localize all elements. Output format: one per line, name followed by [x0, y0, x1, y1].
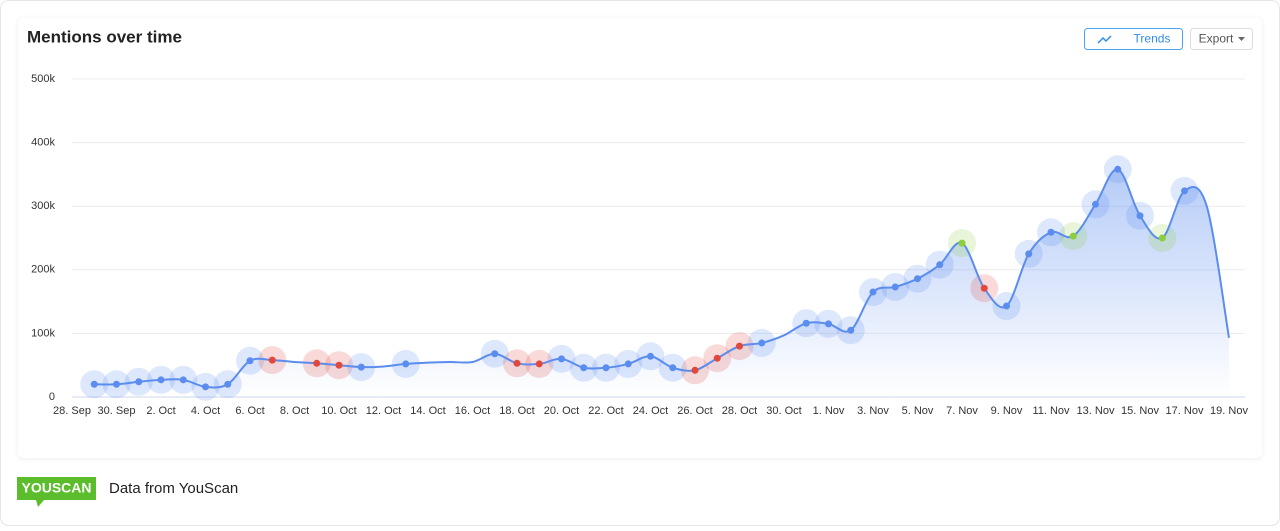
x-tick-label: 6. Oct [235, 405, 264, 417]
x-tick-label: 12. Oct [366, 405, 401, 417]
point [1181, 187, 1188, 195]
point [1092, 200, 1099, 208]
export-button-box[interactable] [1190, 28, 1253, 50]
point [513, 359, 521, 367]
x-tick-label: 10. Oct [321, 405, 356, 417]
x-tick-label: 7. Nov [946, 405, 978, 417]
x-tick-label: 30. Oct [766, 405, 801, 417]
point [869, 288, 877, 296]
point [357, 363, 365, 371]
x-tick-label: 20. Oct [544, 405, 579, 417]
point [90, 380, 98, 388]
point [825, 320, 832, 328]
point [891, 283, 899, 291]
point [402, 360, 410, 368]
point [157, 376, 165, 384]
point [847, 326, 855, 334]
trends-button[interactable]: Trends [1084, 28, 1183, 50]
x-tick-label: 8. Oct [280, 405, 309, 417]
logo-text: YOUSCAN [21, 480, 91, 496]
x-tick-label: 15. Nov [1121, 405, 1159, 417]
x-tick-label: 5. Nov [902, 405, 934, 417]
x-tick-label: 2. Oct [146, 405, 175, 417]
point [580, 364, 588, 372]
point [113, 380, 120, 388]
point [335, 361, 343, 369]
chart-title: Mentions over time [27, 27, 182, 46]
point [135, 378, 143, 386]
footer-text: Data from YouScan [109, 480, 238, 497]
point [1003, 302, 1010, 310]
area [94, 169, 1229, 397]
x-tick-label: 28. Sep [53, 405, 91, 417]
point [535, 360, 543, 368]
point [647, 352, 654, 360]
x-tick-label: 4. Oct [191, 405, 220, 417]
y-tick-label: 200k [31, 264, 55, 276]
point [624, 360, 632, 368]
x-tick-label: 22. Oct [588, 405, 623, 417]
point [313, 359, 321, 367]
point [958, 239, 966, 247]
y-tick-label: 0 [49, 391, 55, 403]
footer: YOUSCAN Data from YouScan [17, 477, 238, 507]
trends-label[interactable]: Trends [1134, 32, 1171, 46]
point [1114, 165, 1122, 173]
point [224, 380, 232, 388]
point [691, 366, 699, 374]
x-tick-label: 26. Oct [677, 405, 712, 417]
point [246, 357, 254, 365]
point [980, 284, 988, 292]
point [179, 376, 187, 384]
point [936, 261, 944, 269]
plot: 0 100k 200k 300k 400k 500k 28. Sep 30. Sep 2. Oc… [31, 73, 1248, 417]
logo-tail [36, 500, 44, 507]
x-tick-label: 11. Nov [1032, 405, 1070, 417]
x-tick-label: 30. Sep [98, 405, 136, 417]
x-tick-label: 13. Nov [1077, 405, 1115, 417]
point [802, 319, 810, 327]
point [914, 275, 921, 283]
x-tick-label: 14. Oct [410, 405, 445, 417]
x-tick-label: 19. Nov [1210, 405, 1248, 417]
point [1069, 232, 1077, 240]
point [602, 364, 610, 372]
point [713, 354, 721, 362]
x-tick-label: 16. Oct [455, 405, 490, 417]
point [758, 339, 766, 347]
export-label[interactable]: Export [1199, 32, 1234, 46]
point [1136, 212, 1144, 220]
x-tick-label: 17. Nov [1166, 405, 1204, 417]
point [268, 356, 276, 364]
logo-box [17, 477, 96, 500]
x-tick-label: 24. Oct [633, 405, 668, 417]
export-button[interactable]: Export [1190, 28, 1253, 50]
x-tick-label: 3. Nov [857, 405, 889, 417]
trends-button-box[interactable] [1084, 28, 1183, 50]
export-caret [1238, 37, 1245, 41]
x-tick-label: 1. Nov [813, 405, 845, 417]
y-tick-label: 300k [31, 200, 55, 212]
x-tick-label: 9. Nov [991, 405, 1023, 417]
point [1047, 228, 1055, 236]
point [736, 342, 743, 350]
y-tick-label: 400k [31, 137, 55, 149]
point [202, 383, 209, 391]
point [669, 364, 677, 372]
x-tick-label: 28. Oct [722, 405, 757, 417]
point [491, 350, 499, 358]
point [1158, 234, 1166, 242]
trends-icon [1097, 35, 1112, 44]
point [1025, 250, 1033, 258]
y-tick-label: 500k [31, 73, 55, 85]
x-tick-label: 18. Oct [499, 405, 534, 417]
point [558, 355, 565, 363]
y-tick-label: 100k [31, 327, 55, 339]
